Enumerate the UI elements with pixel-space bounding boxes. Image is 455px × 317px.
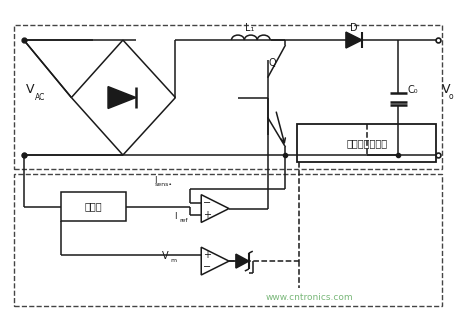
Text: sens•: sens• — [155, 182, 172, 187]
Text: +: + — [203, 250, 211, 260]
Polygon shape — [201, 247, 229, 275]
Bar — [14, 25, 442, 169]
Text: L₁: L₁ — [245, 23, 254, 33]
Text: +: + — [203, 210, 211, 219]
Text: Q: Q — [269, 58, 277, 68]
Bar — [61, 192, 126, 222]
Text: I: I — [154, 176, 157, 185]
Text: D: D — [350, 23, 358, 33]
Polygon shape — [236, 254, 249, 268]
Text: ref: ref — [179, 218, 187, 223]
Polygon shape — [108, 87, 136, 108]
Text: m: m — [171, 258, 177, 262]
Polygon shape — [201, 195, 229, 223]
Text: C₀: C₀ — [407, 85, 418, 94]
Text: V: V — [162, 251, 169, 261]
Text: V: V — [442, 83, 450, 96]
Text: AC: AC — [35, 93, 45, 102]
Bar — [14, 174, 442, 306]
Text: I: I — [174, 212, 177, 221]
Text: −: − — [203, 197, 211, 208]
Bar — [298, 124, 436, 162]
Text: V: V — [25, 83, 34, 96]
Text: −: − — [203, 262, 211, 272]
Text: www.cntronics.com: www.cntronics.com — [265, 293, 353, 302]
Text: 乘法器: 乘法器 — [84, 202, 102, 211]
Text: o: o — [449, 92, 453, 101]
Text: 取樣和低通濾波: 取樣和低通濾波 — [346, 138, 387, 148]
Polygon shape — [346, 32, 362, 48]
